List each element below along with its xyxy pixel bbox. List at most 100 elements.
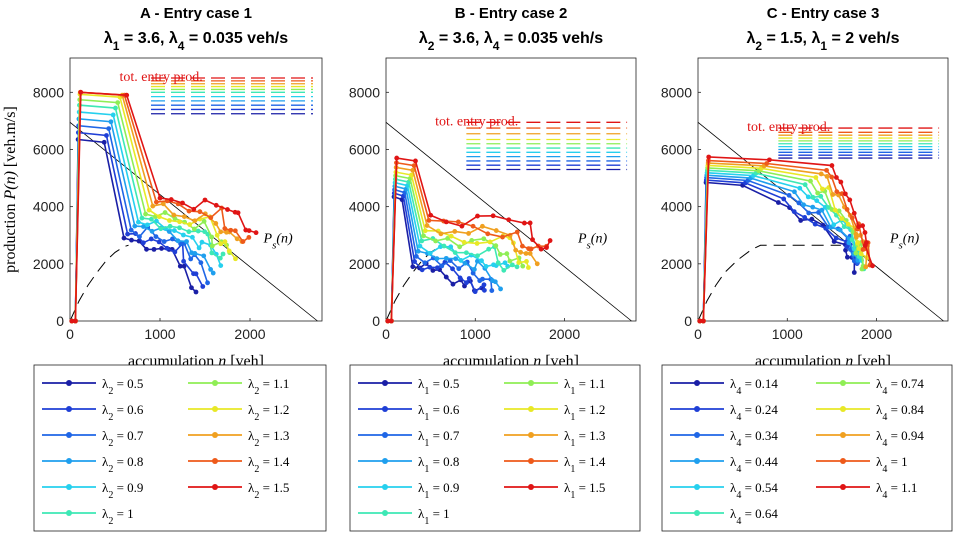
- series-point: [797, 185, 803, 191]
- panel-c: C - Entry case 3λ2 = 1.5, λ1 = 2 veh/s0 1…: [661, 5, 953, 532]
- plot-area: [385, 57, 637, 322]
- ps-label-n: (n): [276, 231, 293, 246]
- ps-label-sub: s: [587, 239, 591, 251]
- y-tick-label: 4000: [349, 199, 380, 215]
- series-point: [863, 264, 869, 270]
- ps-label-p: P: [577, 231, 587, 246]
- legend-sub: 4: [736, 386, 741, 397]
- legend-value: = 0.7: [429, 428, 460, 443]
- series-point: [193, 289, 199, 295]
- series-point: [417, 243, 423, 249]
- legend-entry: λ4 = 0.34: [670, 428, 778, 449]
- legend-var: λ: [102, 376, 109, 391]
- series-point: [413, 158, 418, 164]
- series-point: [806, 210, 812, 216]
- series-point: [791, 209, 797, 215]
- series-point: [410, 264, 416, 270]
- series-point: [210, 270, 216, 276]
- subtitle-part: λ: [169, 30, 178, 47]
- series-point: [815, 190, 821, 196]
- legend-value: = 1.2: [259, 402, 289, 417]
- panel-subtitle: λ2 = 1.5, λ1 = 2 veh/s: [746, 30, 899, 53]
- legend-label: λ2 = 0.5: [102, 376, 143, 397]
- legend-marker: [212, 380, 218, 386]
- ps-label: Ps(n): [889, 231, 920, 251]
- dashed-curve: [69, 244, 129, 322]
- series-point: [856, 246, 862, 252]
- series-point: [849, 237, 855, 243]
- series-point: [838, 179, 844, 185]
- ps-label-sub: s: [272, 239, 276, 251]
- x-tick-label: 2000: [234, 326, 265, 342]
- legend-label: λ2 = 1.4: [248, 454, 290, 475]
- series-point: [218, 229, 224, 235]
- series-point: [161, 239, 167, 244]
- subscript: 1: [820, 39, 827, 53]
- series-point: [834, 189, 840, 195]
- legend-value: = 1.3: [259, 428, 289, 443]
- series-point: [172, 249, 178, 255]
- series-point: [514, 264, 520, 270]
- x-tick-label: 0: [694, 326, 702, 342]
- legend-value: = 0.6: [429, 402, 460, 417]
- series-point: [208, 215, 214, 221]
- series-point: [209, 234, 215, 240]
- y-tick-label: 8000: [349, 84, 380, 100]
- legend-value: = 1.1: [575, 376, 605, 391]
- legend-var: λ: [564, 480, 571, 495]
- legend-var: λ: [564, 402, 571, 417]
- series-point: [192, 218, 198, 224]
- series-point: [824, 167, 829, 173]
- series-point: [504, 251, 510, 257]
- series-point: [847, 197, 853, 203]
- series-point: [482, 287, 487, 293]
- series-point: [844, 244, 850, 250]
- series-point: [860, 247, 866, 252]
- ps-label-n: (n): [591, 231, 608, 246]
- legend-label: λ4 = 0.84: [876, 402, 924, 423]
- legend-value: = 1.1: [259, 376, 289, 391]
- series-point: [184, 239, 189, 244]
- x-tick-label: 1000: [460, 326, 491, 342]
- legend-sub: 4: [882, 386, 887, 397]
- series-point: [439, 263, 445, 269]
- series-line: [387, 171, 530, 322]
- legend-entry: λ4 = 0.54: [670, 480, 778, 501]
- ps-line: [697, 122, 944, 322]
- y-tick-label: 4000: [661, 199, 692, 215]
- series-line: [387, 178, 518, 322]
- series-point: [394, 155, 400, 161]
- series-point: [816, 210, 821, 215]
- legend-marker: [66, 484, 72, 490]
- legend-sub: 2: [254, 412, 259, 423]
- legend-label: λ4 = 0.94: [876, 428, 924, 449]
- legend-value: = 0.6: [113, 402, 144, 417]
- series-point: [448, 244, 454, 250]
- series-point: [475, 213, 480, 219]
- series-point: [474, 258, 480, 264]
- legend-value: = 1.5: [575, 480, 605, 495]
- legend-sub: 2: [254, 438, 259, 449]
- series-point: [447, 258, 453, 263]
- series-point: [489, 288, 495, 293]
- series-point: [443, 219, 449, 225]
- panel-title-text: - Entry case 2: [466, 5, 568, 22]
- legend-entry: λ2 = 1.5: [188, 480, 289, 501]
- series-line: [71, 111, 222, 322]
- legend-marker: [528, 458, 534, 464]
- legend-sub: 4: [736, 490, 741, 501]
- legend-entry: λ1 = 1.1: [504, 376, 605, 397]
- legend-marker: [840, 406, 846, 412]
- series-point: [205, 280, 210, 286]
- series-point: [519, 243, 525, 249]
- legend-marker: [66, 458, 72, 464]
- legend-marker: [212, 406, 218, 412]
- subtitle-part: λ: [746, 30, 755, 47]
- series-point: [177, 263, 183, 269]
- series-line: [71, 124, 209, 322]
- series-point: [524, 259, 529, 264]
- series-point: [474, 241, 480, 246]
- series-point: [822, 204, 828, 210]
- legend-var: λ: [248, 376, 255, 391]
- legend-label: λ2 = 1.1: [248, 376, 289, 397]
